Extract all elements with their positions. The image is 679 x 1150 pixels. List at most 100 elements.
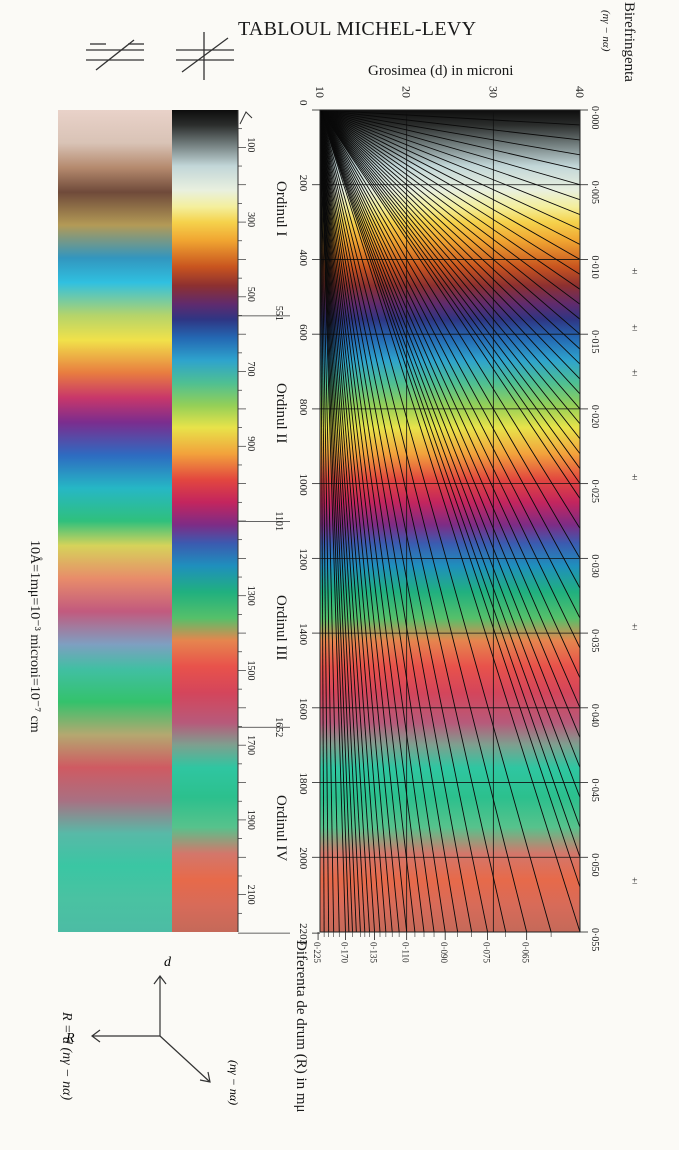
- birefringence-line: [320, 110, 340, 932]
- birefringence-tick-label: 0·020: [589, 405, 600, 428]
- birefringence-line: [320, 110, 473, 932]
- bottom-biref-label: 0·225: [312, 942, 322, 963]
- birefringence-line: [320, 110, 580, 559]
- birefringence-line: [320, 110, 580, 768]
- thickness-tick-label: 10: [313, 86, 327, 98]
- thickness-tick-label: 20: [400, 86, 414, 98]
- retardation-tick-label: 1800: [297, 773, 309, 796]
- birefringence-line: [320, 110, 580, 708]
- band-tick-label: 1500: [245, 660, 256, 680]
- birefringence-line: [320, 110, 393, 932]
- bottom-biref-label: 0·170: [339, 942, 349, 963]
- birefringence-tick-label: 0·025: [589, 480, 600, 503]
- retardation-tick-label: 800: [297, 399, 309, 416]
- birefringence-tick-label: 0·050: [589, 853, 600, 876]
- birefringence-line: [320, 110, 580, 440]
- rotated-polarizer-icon: [176, 32, 234, 80]
- birefringence-line: [320, 110, 580, 126]
- thickness-tick-label: 30: [486, 86, 500, 98]
- retardation-formula: R = d (nγ − nα): [59, 1012, 74, 1101]
- birefringence-line: [320, 110, 580, 858]
- thickness-tick-label: 40: [573, 86, 587, 98]
- bottom-biref-label: 0·065: [521, 942, 531, 963]
- birefringence-line: [320, 110, 580, 201]
- birefringence-line: [320, 110, 580, 260]
- bottom-biref-label: 0·135: [369, 942, 379, 963]
- retardation-tick-label: 400: [297, 249, 309, 266]
- band-tick-label: 100: [245, 137, 256, 152]
- birefringence-line: [320, 110, 361, 932]
- mineral-mark-icon: ±: [632, 323, 638, 334]
- birefringence-line: [320, 110, 408, 932]
- retardation-tick-label: 1200: [297, 548, 309, 571]
- retardation-axis-title: Diferenta de drum (R) in mμ: [293, 940, 309, 1113]
- retardation-tick-label: 600: [297, 324, 309, 341]
- birefringence-line: [320, 110, 580, 484]
- plot-frame: [319, 109, 581, 933]
- birefringence-line: [320, 110, 580, 245]
- band-tick-label: 500: [245, 287, 256, 302]
- birefringence-line: [320, 110, 580, 380]
- birefringence-line: [320, 110, 425, 932]
- band-tick-label: 1900: [245, 810, 256, 830]
- birefringence-line: [320, 110, 507, 932]
- order-label-1: Ordinul I: [271, 178, 290, 240]
- birefringence-axis-title: Birefringenta: [621, 2, 637, 82]
- interference-colour-scale: [172, 110, 238, 932]
- birefringence-line: [320, 110, 580, 679]
- birefringence-line: [320, 110, 435, 932]
- mineral-mark-icon: ±: [632, 472, 638, 483]
- birefringence-tick-label: 0·040: [589, 704, 600, 727]
- birefringence-tick-label: 0·055: [589, 928, 600, 951]
- mineral-mark-icon: ±: [632, 876, 638, 887]
- birefringence-tick-label: 0·030: [589, 554, 600, 577]
- birefringence-line: [320, 110, 376, 932]
- birefringence-line: [320, 110, 387, 932]
- mineral-mark-icon: ±: [632, 622, 638, 633]
- band-tick-label: 300: [245, 212, 256, 227]
- retardation-tick-label: 2203: [297, 923, 309, 946]
- birefringence-line: [320, 110, 580, 186]
- birefringence-line: [320, 110, 350, 932]
- birefringence-tick-label: 0·015: [589, 330, 600, 353]
- birefringence-line: [320, 110, 459, 932]
- order-label-2: Ordinul II: [271, 380, 290, 447]
- birefringence-line: [320, 110, 580, 619]
- birefringence-tick-label: 0·010: [589, 255, 600, 278]
- birefringence-line: [320, 110, 580, 455]
- retardation-tick-label: 1400: [297, 623, 309, 646]
- birefringence-line: [320, 110, 580, 290]
- x-axis-title: Grosimea (d) in microni: [368, 63, 514, 79]
- birefringence-tick-label: 0·000: [589, 106, 600, 129]
- retardation-tick-label: 1000: [297, 474, 309, 497]
- birefringence-line: [320, 110, 580, 320]
- birefringence-line: [320, 110, 580, 305]
- birefringence-tick-label: 0·005: [589, 181, 600, 204]
- birefringence-line: [320, 110, 580, 395]
- vector-label-n: (nγ − nα): [227, 1060, 241, 1105]
- birefringence-line: [320, 110, 580, 216]
- birefringence-line: [320, 110, 335, 932]
- birefringence-line: [320, 110, 580, 649]
- birefringence-line: [320, 110, 370, 932]
- birefringence-line: [320, 110, 580, 425]
- band-tick-label: 1300: [245, 586, 256, 606]
- crossed-polarizer-icon: [86, 39, 144, 71]
- birefringence-axis-symbol: (nγ − nα): [600, 10, 612, 52]
- sample-colour-band: [58, 110, 172, 932]
- birefringence-line: [320, 110, 580, 350]
- birefringence-line: [320, 110, 488, 932]
- bottom-biref-label: 0·075: [482, 942, 492, 963]
- birefringence-line: [320, 110, 580, 589]
- birefringence-line: [320, 110, 580, 738]
- birefringence-line: [320, 110, 580, 141]
- chart-title: TABLOUL MICHEL-LEVY: [238, 18, 477, 40]
- birefringence-tick-label: 0·045: [589, 779, 600, 802]
- birefringence-line: [320, 110, 580, 888]
- birefringence-line: [320, 110, 580, 828]
- birefringence-line: [320, 110, 366, 932]
- retardation-tick-label: 0: [297, 100, 309, 106]
- retardation-tick-label: 200: [297, 175, 309, 192]
- birefringence-line: [320, 110, 381, 932]
